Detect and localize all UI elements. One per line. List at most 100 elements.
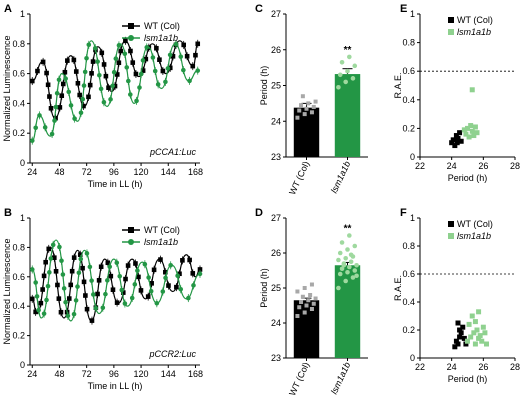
data-point [195,41,201,47]
data-point [77,92,82,98]
y-tick-label: 0 [410,353,415,363]
data-point [81,83,87,88]
data-point [122,51,128,57]
data-point [73,69,79,74]
data-point [337,72,343,78]
data-point-mutant [472,341,478,347]
category-label: lsm1a1b [329,160,352,195]
data-point-mutant [469,128,475,134]
data-point [336,84,341,90]
data-point [173,41,179,47]
legend-label: WT (Col) [144,21,180,31]
legend-label: lsm1a1b [144,33,178,43]
data-point [96,278,102,283]
legend-label: WT (Col) [457,219,493,229]
data-point [78,256,84,262]
x-tick-label: 28 [510,161,520,171]
data-point [66,296,72,301]
data-point [82,69,88,75]
x-tick-label: 24 [447,161,457,171]
data-point [33,280,38,285]
data-point [122,301,128,306]
y-tick-label: 0 [20,360,25,370]
data-point-wt [455,341,461,347]
data-point [80,265,85,271]
data-point [89,278,94,283]
y-tick-label: 0.4 [12,301,25,311]
data-point [309,307,314,311]
data-point [54,91,60,96]
x-tick-label: 22 [415,362,425,372]
data-point [90,59,96,64]
data-point-mutant [461,127,467,133]
panel-letter: D [255,207,263,219]
data-point [103,291,108,297]
data-point [110,287,116,293]
data-point [304,106,309,111]
x-axis-title: Time in LL (h) [88,381,143,391]
y-tick-label: 0.4 [402,95,415,105]
significance-marker: ** [344,224,352,235]
data-point [170,54,176,59]
x-tick-label: 26 [478,362,488,372]
data-point [311,301,316,306]
y-axis-title: Normalized Luminescence [2,35,12,141]
data-point [86,94,91,100]
data-point-wt [460,324,466,330]
data-point [339,266,345,272]
y-tick-label: 23 [271,152,281,162]
data-point [86,42,92,48]
data-point [44,297,49,303]
panel-b: B 0 0.2 0.4 0.6 0.8 1 24 48 72 96 120 144 168 Normaliz… [2,207,203,391]
data-point [295,115,300,120]
legend-marker [128,227,134,233]
data-point [49,131,55,137]
data-point [138,71,144,77]
x-tick-label: 26 [478,161,488,171]
data-point [154,45,159,51]
data-point [129,295,135,301]
data-point-mutant [484,341,489,347]
data-point [337,271,343,277]
data-point [63,76,68,81]
data-point-mutant [468,123,474,129]
data-point-wt [458,330,464,336]
legend-marker [128,239,134,245]
data-point [105,260,111,266]
data-point [165,66,171,71]
data-point [167,52,173,58]
data-point [37,113,42,118]
data-point [53,104,59,110]
data-point [43,259,48,265]
data-point [145,294,151,299]
data-point [354,262,359,268]
data-point [40,59,46,65]
data-point [149,281,154,286]
y-tick-label: 0.8 [402,38,415,48]
legend-marker [128,35,134,41]
data-point [343,278,348,284]
data-point [103,73,109,79]
y-tick-label: 0.2 [402,325,415,335]
data-point [132,282,138,287]
data-point-wt [453,338,459,344]
data-point [107,264,113,270]
data-point [45,283,51,289]
x-tick-label: 28 [510,362,520,372]
data-point [151,267,157,273]
data-point [155,82,161,87]
data-point [187,78,192,84]
data-point [101,62,107,67]
data-point [304,303,309,308]
panel-letter: B [4,207,12,219]
data-point [97,72,102,78]
data-point [144,45,150,50]
y-tick-label: 0.6 [402,269,415,279]
data-point [58,309,64,315]
y-tick-label: 0.4 [402,297,415,307]
data-point [299,103,304,108]
data-point [63,299,68,305]
data-point-mutant [477,333,483,339]
data-point [168,262,173,268]
x-axis-title: Period (h) [448,173,488,183]
